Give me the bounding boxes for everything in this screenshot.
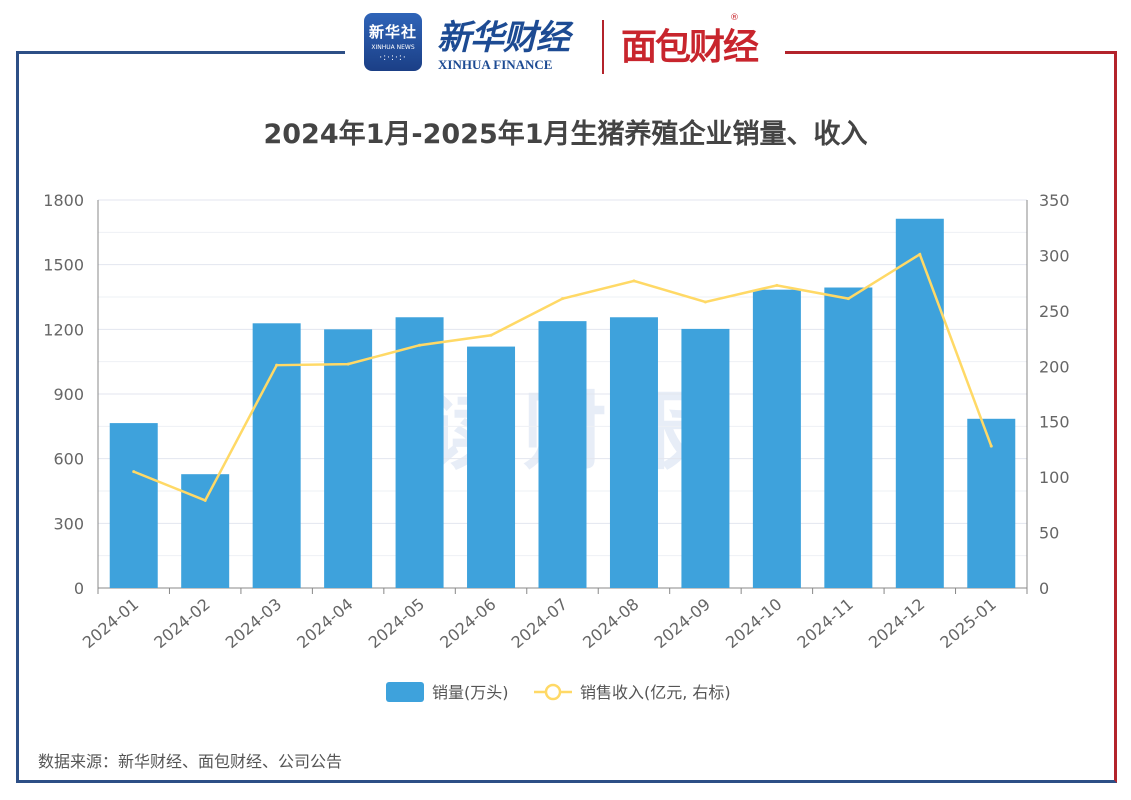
network-dots-icon: ·:·:·:· bbox=[379, 53, 407, 63]
x-tick-label: 2024-12 bbox=[865, 595, 928, 653]
x-tick-label: 2024-07 bbox=[508, 595, 571, 653]
x-tick-label: 2024-01 bbox=[79, 595, 142, 653]
y-left-tick-label: 600 bbox=[53, 450, 84, 469]
y-right-tick-label: 100 bbox=[1039, 468, 1070, 487]
bar-2024-05 bbox=[395, 317, 444, 588]
legend-swatch-bar bbox=[386, 682, 424, 702]
bar-2024-03 bbox=[252, 323, 301, 588]
line-point-2024-01 bbox=[132, 470, 136, 474]
x-tick-label: 2024-09 bbox=[651, 595, 714, 653]
y-right-tick-label: 150 bbox=[1039, 413, 1070, 432]
bar-2024-09 bbox=[681, 328, 730, 588]
bar-2024-02 bbox=[181, 474, 230, 588]
x-tick-label: 2024-08 bbox=[579, 595, 642, 653]
frame-right-border bbox=[556, 51, 1117, 783]
line-point-2024-02 bbox=[203, 498, 207, 502]
y-left-tick-label: 1500 bbox=[43, 256, 84, 275]
y-left-tick-label: 900 bbox=[53, 385, 84, 404]
xinhua-finance-logo-en: XINHUA FINANCE bbox=[438, 57, 553, 72]
x-tick-label: 2024-05 bbox=[365, 595, 428, 653]
line-point-2024-11 bbox=[846, 297, 850, 301]
mianbao-finance-logo: 面包财经 bbox=[621, 27, 759, 68]
legend-label-bar: 销量(万头) bbox=[432, 683, 509, 702]
bar-2024-01 bbox=[109, 423, 158, 588]
line-point-2024-05 bbox=[418, 343, 422, 347]
y-left-tick-label: 300 bbox=[53, 514, 84, 533]
legend-swatch-marker bbox=[544, 683, 562, 701]
line-point-2025-01 bbox=[989, 444, 993, 448]
y-right-tick-label: 0 bbox=[1039, 579, 1049, 598]
frame-left-border bbox=[16, 51, 556, 783]
y-right-tick-label: 250 bbox=[1039, 302, 1070, 321]
y-right-tick-label: 50 bbox=[1039, 524, 1059, 543]
xinhua-badge-cn: 新华社 bbox=[368, 23, 417, 41]
y-right-tick-label: 300 bbox=[1039, 246, 1070, 265]
bar-2024-07 bbox=[538, 321, 587, 588]
x-tick-label: 2024-11 bbox=[793, 595, 856, 653]
line-point-2024-07 bbox=[561, 297, 564, 301]
x-tick-label: 2024-03 bbox=[222, 595, 285, 653]
line-point-2024-12 bbox=[918, 252, 922, 256]
brand-separator bbox=[602, 20, 604, 74]
xinhua-badge-en: XINHUA NEWS bbox=[371, 44, 415, 51]
chart-title: 2024年1月-2025年1月生猪养殖企业销量、收入 bbox=[263, 119, 868, 150]
line-point-2024-06 bbox=[489, 333, 493, 337]
x-tick-label: 2025-01 bbox=[936, 595, 999, 653]
bar-2024-08 bbox=[609, 317, 658, 588]
y-right-tick-label: 350 bbox=[1039, 191, 1070, 210]
bar-2024-10 bbox=[752, 289, 801, 588]
y-left-tick-label: 1800 bbox=[43, 191, 84, 210]
xinhua-news-logo: 新华社 XINHUA NEWS ·:·:·:· bbox=[364, 13, 422, 71]
x-tick-label: 2024-04 bbox=[293, 595, 356, 653]
x-tick-label: 2024-06 bbox=[436, 595, 499, 653]
source-note: 数据来源：新华财经、面包财经、公司公告 bbox=[38, 752, 343, 771]
line-point-2024-03 bbox=[275, 363, 279, 367]
x-tick-label: 2024-10 bbox=[722, 595, 785, 653]
xinhua-finance-logo-cn: 新华财经 bbox=[437, 18, 570, 58]
line-point-2024-10 bbox=[775, 283, 779, 287]
registered-mark: ® bbox=[730, 13, 739, 23]
bar-2024-11 bbox=[824, 287, 873, 588]
x-tick-label: 2024-02 bbox=[150, 595, 213, 653]
line-point-2024-04 bbox=[346, 362, 350, 366]
line-point-2024-09 bbox=[703, 300, 707, 304]
legend-label-line: 销售收入(亿元, 右标) bbox=[580, 683, 731, 702]
line-point-2024-08 bbox=[632, 279, 636, 283]
bar-2024-06 bbox=[467, 346, 516, 588]
y-left-tick-label: 0 bbox=[74, 579, 84, 598]
y-right-tick-label: 200 bbox=[1039, 357, 1070, 376]
bar-2024-04 bbox=[324, 329, 373, 588]
y-left-tick-label: 1200 bbox=[43, 320, 84, 339]
bar-2024-12 bbox=[895, 218, 944, 588]
